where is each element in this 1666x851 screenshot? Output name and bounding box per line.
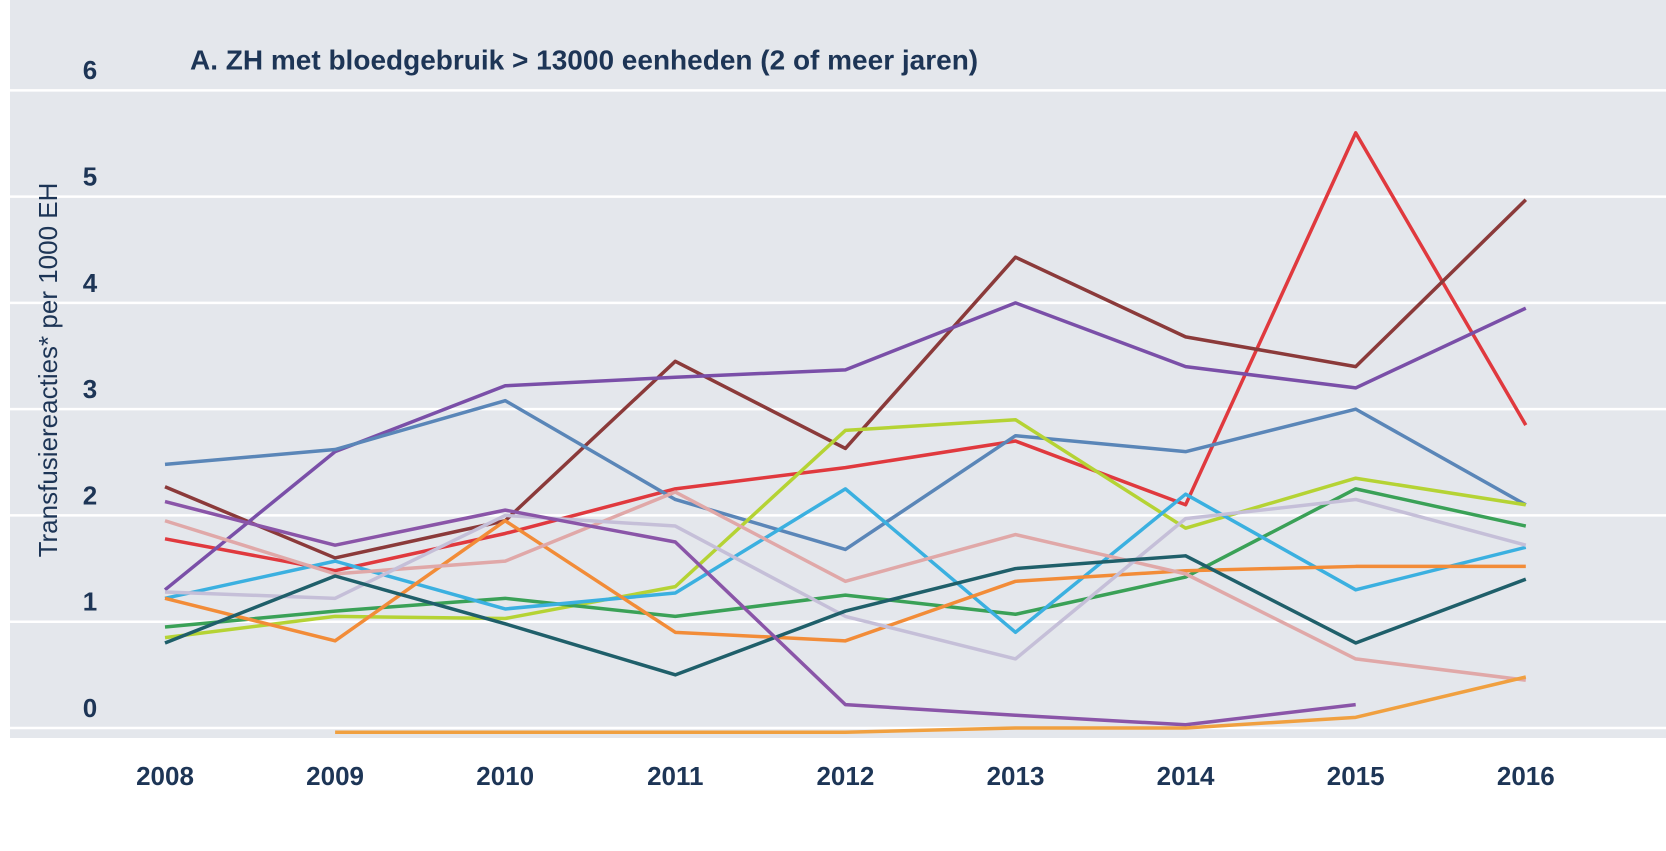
series-line [164,554,1527,677]
series-line [164,518,1526,643]
y-axis-label: Transfusiereacties* per 1000 EH [33,183,63,558]
y-tick-label: 5 [83,161,97,191]
series-line [164,487,1527,635]
y-tick-label: 6 [83,55,97,85]
series-line [164,198,1528,560]
y-tick-label: 4 [83,268,98,298]
y-tick-label: 3 [83,374,97,404]
series-line [335,675,1527,734]
y-tick-label: 2 [83,480,97,510]
x-tick-label: 2013 [987,761,1045,791]
series-line [164,418,1527,640]
series-line [164,497,1527,661]
x-tick-label: 2010 [476,761,534,791]
x-tick-label: 2014 [1157,761,1215,791]
x-tick-label: 2009 [306,761,364,791]
chart-title: A. ZH met bloedgebruik > 13000 eenheden … [190,44,978,75]
series-line [163,301,1527,592]
x-tick-label: 2016 [1497,761,1555,791]
series-line [164,499,1356,727]
y-tick-label: 0 [83,693,97,723]
x-tick-label: 2011 [647,761,703,791]
x-tick-label: 2008 [136,761,194,791]
series-line [164,487,1527,629]
x-tick-label: 2015 [1327,761,1385,791]
y-tick-label: 1 [83,587,97,617]
series-line [164,131,1528,573]
series-line [164,398,1527,552]
x-tick-label: 2012 [816,761,874,791]
